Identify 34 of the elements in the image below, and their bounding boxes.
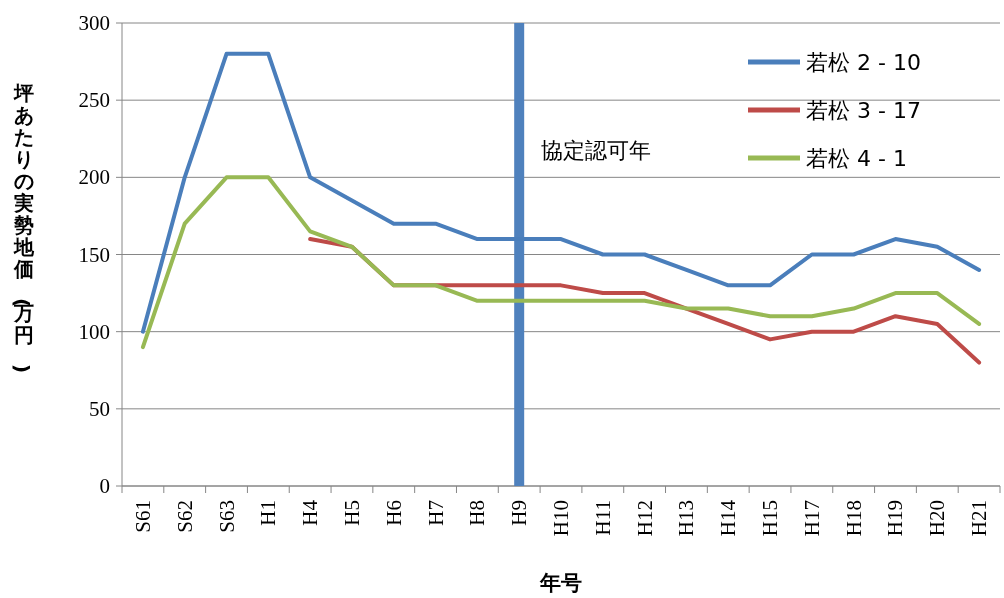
x-tick-label: H1 xyxy=(256,500,281,526)
x-tick-label: H13 xyxy=(674,500,699,537)
legend-label: 若松 2 - 10 xyxy=(806,50,921,75)
x-tick-label: H10 xyxy=(549,500,573,537)
x-tick-label: H12 xyxy=(632,500,657,537)
y-tick-label: 50 xyxy=(89,396,110,421)
x-tick-label: H18 xyxy=(841,500,866,537)
x-tick-label: H15 xyxy=(758,500,783,537)
ref-line-label: 協定認可年 xyxy=(541,138,652,163)
x-tick-label: H5 xyxy=(339,500,364,526)
x-tick-label: H21 xyxy=(967,500,992,537)
x-tick-label: H19 xyxy=(883,500,908,537)
x-tick-label: H4 xyxy=(298,499,323,526)
x-axis-title: 年号 xyxy=(539,571,582,595)
y-tick-label: 100 xyxy=(78,319,110,344)
x-tick-label: H8 xyxy=(465,500,490,526)
y-tick-label: 300 xyxy=(78,11,110,35)
x-tick-label: H7 xyxy=(423,500,448,526)
y-tick-label: 150 xyxy=(78,242,110,267)
x-tick-label: H6 xyxy=(381,500,406,526)
x-tick-label: S63 xyxy=(214,500,239,533)
x-tick-label: H17 xyxy=(799,500,824,537)
x-tick-label: H9 xyxy=(507,500,532,526)
legend-label: 若松 3 - 17 xyxy=(806,98,921,123)
x-tick-label: H14 xyxy=(716,499,741,537)
x-tick-label: H20 xyxy=(925,500,950,537)
y-tick-label: 250 xyxy=(78,88,110,113)
x-tick-label: S61 xyxy=(130,500,155,533)
x-tick-label: H11 xyxy=(590,500,615,536)
y-tick-label: 200 xyxy=(78,165,110,190)
legend-label: 若松 4 - 1 xyxy=(806,146,907,171)
x-tick-label: S62 xyxy=(172,500,197,533)
y-tick-label: 0 xyxy=(99,474,110,498)
text: 坪あたりの実勢地価(万円) xyxy=(10,81,35,374)
